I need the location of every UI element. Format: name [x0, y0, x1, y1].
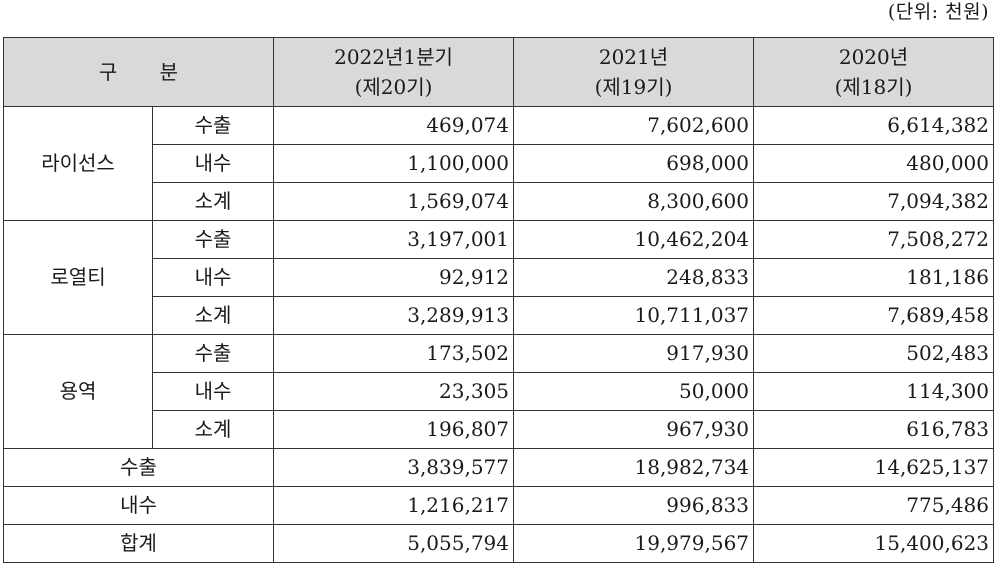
table-row: 소계 196,807 967,930 616,783: [4, 410, 995, 449]
row-label: 수출: [151, 220, 275, 259]
header-period-2022q1: 2022년1분기 (제20기): [273, 37, 515, 107]
row-label: 소계: [151, 410, 275, 449]
table-header-row: 구 분 2022년1분기 (제20기) 2021년 (제19기) 2020년 (…: [2, 37, 995, 107]
table-row: 용역 수출 173,502 917,930 502,483: [3, 334, 995, 449]
cell-value: 14,625,137: [753, 448, 995, 487]
row-label: 내수: [151, 144, 275, 183]
total-label: 수출: [2, 448, 275, 487]
cell-value: 469,074: [273, 106, 515, 145]
cell-value: 1,100,000: [273, 144, 515, 183]
cell-value: 15,400,623: [753, 524, 995, 563]
header-category: 구 분: [2, 37, 275, 107]
cell-value: 1,569,074: [273, 182, 515, 221]
table-row: 소계 1,569,074 8,300,600 7,094,382: [4, 182, 995, 221]
total-row-grand: 합계 5,055,794 19,979,567 15,400,623: [2, 524, 995, 563]
cell-value: 3,839,577: [273, 448, 515, 487]
header-period-2020: 2020년 (제18기): [753, 37, 995, 107]
row-label: 수출: [151, 334, 275, 373]
cell-value: 775,486: [753, 486, 995, 525]
cell-value: 181,186: [753, 258, 995, 297]
cell-value: 10,711,037: [513, 296, 755, 335]
cell-value: 7,094,382: [753, 182, 995, 221]
cell-value: 996,833: [513, 486, 755, 525]
header-period-2021: 2021년 (제19기): [513, 37, 755, 107]
cell-value: 698,000: [513, 144, 755, 183]
cell-value: 480,000: [753, 144, 995, 183]
unit-label: (단위: 천원): [887, 1, 989, 23]
group-label-license: 라이선스: [3, 106, 153, 221]
total-label: 합계: [2, 524, 275, 563]
revenue-table: 구 분 2022년1분기 (제20기) 2021년 (제19기) 2020년 (…: [2, 37, 995, 563]
cell-value: 173,502: [273, 334, 515, 373]
cell-value: 3,197,001: [273, 220, 515, 259]
row-label: 내수: [151, 258, 275, 297]
cell-value: 114,300: [753, 372, 995, 411]
table-row: 내수 1,100,000 698,000 480,000: [4, 144, 995, 183]
cell-value: 502,483: [753, 334, 995, 373]
cell-value: 3,289,913: [273, 296, 515, 335]
cell-value: 6,614,382: [753, 106, 995, 145]
cell-value: 50,000: [513, 372, 755, 411]
total-row-domestic: 내수 1,216,217 996,833 775,486: [2, 486, 995, 525]
cell-value: 967,930: [513, 410, 755, 449]
cell-value: 7,689,458: [753, 296, 995, 335]
table-row: 내수 92,912 248,833 181,186: [4, 258, 995, 297]
row-label: 내수: [151, 372, 275, 411]
table-row: 라이선스 수출 469,074 7,602,600 6,614,382: [3, 106, 995, 221]
table-row: 내수 23,305 50,000 114,300: [4, 372, 995, 411]
cell-value: 616,783: [753, 410, 995, 449]
cell-value: 7,602,600: [513, 106, 755, 145]
cell-value: 1,216,217: [273, 486, 515, 525]
cell-value: 19,979,567: [513, 524, 755, 563]
cell-value: 92,912: [273, 258, 515, 297]
cell-value: 8,300,600: [513, 182, 755, 221]
cell-value: 23,305: [273, 372, 515, 411]
row-label: 소계: [151, 182, 275, 221]
cell-value: 18,982,734: [513, 448, 755, 487]
cell-value: 7,508,272: [753, 220, 995, 259]
cell-value: 196,807: [273, 410, 515, 449]
cell-value: 917,930: [513, 334, 755, 373]
row-label: 수출: [151, 106, 275, 145]
cell-value: 248,833: [513, 258, 755, 297]
cell-value: 10,462,204: [513, 220, 755, 259]
group-label-royalty: 로열티: [3, 220, 153, 335]
row-label: 소계: [151, 296, 275, 335]
table-row: 소계 3,289,913 10,711,037 7,689,458: [4, 296, 995, 335]
group-label-service: 용역: [3, 334, 153, 449]
total-row-export: 수출 3,839,577 18,982,734 14,625,137: [2, 448, 995, 487]
cell-value: 5,055,794: [273, 524, 515, 563]
table-row: 로열티 수출 3,197,001 10,462,204 7,508,272: [3, 220, 995, 335]
total-label: 내수: [2, 486, 275, 525]
